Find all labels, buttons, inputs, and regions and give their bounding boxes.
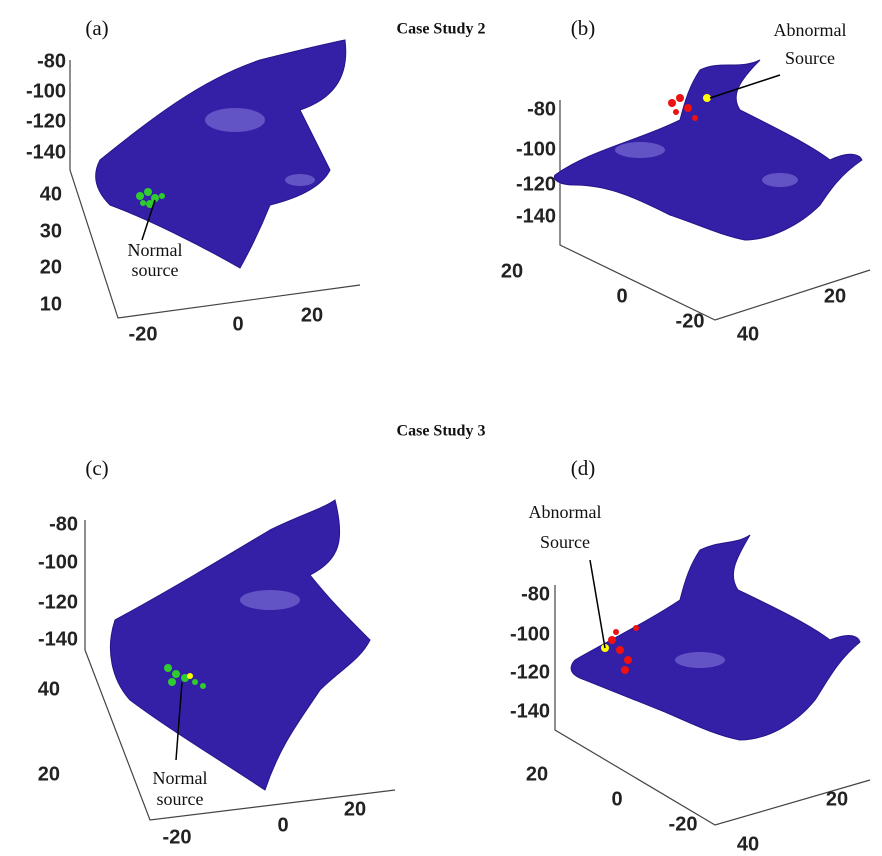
annotation: Normal [153, 768, 208, 788]
panel-a-surface [70, 40, 360, 318]
annotation: source [157, 789, 204, 809]
z-tick-label: -100 [510, 623, 550, 645]
z-tick-label: -100 [26, 80, 66, 102]
annotation: Abnormal [774, 20, 847, 40]
panel-d-surface [555, 535, 870, 825]
z-tick-label: -140 [38, 628, 78, 650]
z-tick-label: -100 [516, 138, 556, 160]
annotation: Source [785, 48, 835, 68]
z-tick-label: -80 [37, 50, 66, 72]
x-tick-label: 40 [737, 323, 759, 345]
annotation: Source [540, 532, 590, 552]
y-tick-label: -20 [669, 813, 698, 835]
z-tick-label: -120 [510, 661, 550, 683]
x-tick-label: 0 [232, 313, 243, 335]
x-tick-label: 20 [344, 798, 366, 820]
panel-label: (d) [571, 456, 596, 480]
x-tick-label: 20 [826, 788, 848, 810]
z-tick-label: -140 [26, 141, 66, 163]
x-tick-label: 20 [301, 304, 323, 326]
case-title: Case Study 3 [397, 423, 486, 440]
x-tick-label: 0 [277, 814, 288, 836]
x-tick-label: -20 [163, 826, 192, 848]
figure: Case Study 2 Case Study 3 (a)Normalsourc… [0, 0, 882, 856]
x-tick-label: 40 [737, 833, 759, 855]
panel-label: (c) [85, 456, 108, 480]
annotation: Normal [128, 240, 183, 260]
annotation: Abnormal [529, 502, 602, 522]
y-tick-label: 20 [501, 260, 523, 282]
x-tick-label: 20 [824, 285, 846, 307]
z-tick-label: -140 [510, 700, 550, 722]
panel-label: (b) [571, 16, 596, 40]
y-tick-label: 40 [38, 678, 60, 700]
z-tick-label: -80 [49, 513, 78, 535]
z-tick-label: -140 [516, 205, 556, 227]
panel-b-surface [554, 60, 870, 320]
y-tick-label: 0 [616, 285, 627, 307]
z-tick-label: -120 [26, 110, 66, 132]
panel-c-surface [85, 500, 395, 820]
y-tick-label: -20 [676, 310, 705, 332]
y-tick-label: 20 [38, 763, 60, 785]
z-tick-label: -100 [38, 551, 78, 573]
y-tick-label: 20 [526, 763, 548, 785]
z-tick-label: -80 [527, 98, 556, 120]
y-tick-label: 40 [40, 183, 62, 205]
z-tick-label: -120 [516, 173, 556, 195]
y-tick-label: 10 [40, 293, 62, 315]
z-tick-label: -120 [38, 591, 78, 613]
case-title: Case Study 2 [397, 21, 486, 38]
y-tick-label: 30 [40, 220, 62, 242]
z-tick-label: -80 [521, 583, 550, 605]
panel-label: (a) [85, 16, 108, 40]
x-tick-label: -20 [129, 323, 158, 345]
annotation: source [132, 260, 179, 280]
y-tick-label: 0 [611, 788, 622, 810]
y-tick-label: 20 [40, 256, 62, 278]
